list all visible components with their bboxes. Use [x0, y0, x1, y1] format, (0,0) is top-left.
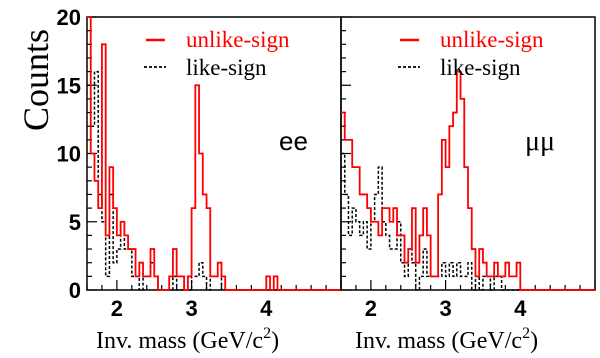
ee-y-ticks: 0 5 10 15 20: [57, 5, 97, 303]
mumu-legend-like-label: like-sign: [440, 55, 521, 80]
x-tick-label: 4: [514, 296, 527, 321]
mumu-x-axis-title-sup: 2: [522, 325, 530, 342]
ee-legend-like-label: like-sign: [186, 55, 267, 80]
y-tick-label: 15: [57, 73, 81, 98]
ee-x-axis-title: Inv. mass (GeV/c2): [96, 325, 279, 354]
ee-channel-label: ee: [279, 126, 308, 156]
mumu-panel: 2 3 4 unlike-sign like-sign μμ Inv. mass (…: [340, 16, 596, 354]
ee-x-ticks: 2 3 4: [86, 280, 342, 321]
x-tick-label: 2: [365, 296, 377, 321]
x-tick-label: 3: [439, 296, 451, 321]
ee-panel: 0 5 10 15 20 2 3 4 unlike-sign like-sign ee In…: [57, 5, 342, 354]
ee-x-axis-title-end: ): [271, 328, 279, 354]
y-tick-label: 20: [57, 5, 81, 30]
x-tick-label: 2: [111, 296, 123, 321]
ee-like-sign-histogram: [87, 70, 341, 291]
mumu-legend-unlike-label: unlike-sign: [440, 27, 544, 52]
ee-legend-unlike-label: unlike-sign: [186, 27, 290, 52]
mumu-x-axis-title-end: ): [530, 328, 538, 354]
x-tick-label: 3: [185, 296, 197, 321]
mumu-unlike-sign-histogram: [341, 70, 595, 291]
x-tick-label: 4: [260, 296, 273, 321]
mumu-channel-label: μμ: [525, 126, 555, 157]
y-tick-label: 5: [69, 210, 81, 235]
y-axis-title: Counts: [16, 29, 56, 131]
mumu-x-axis-title-main: Inv. mass (GeV/c: [355, 328, 522, 354]
mumu-x-axis-title: Inv. mass (GeV/c2): [355, 325, 538, 354]
ee-x-axis-title-main: Inv. mass (GeV/c: [96, 328, 263, 354]
ee-x-axis-title-sup: 2: [263, 325, 271, 342]
y-tick-label: 0: [69, 278, 81, 303]
ee-unlike-sign-histogram: [87, 16, 341, 291]
mumu-like-sign-histogram: [341, 152, 595, 291]
mumu-x-ticks: 2 3 4: [340, 280, 596, 321]
y-tick-label: 10: [57, 142, 81, 167]
